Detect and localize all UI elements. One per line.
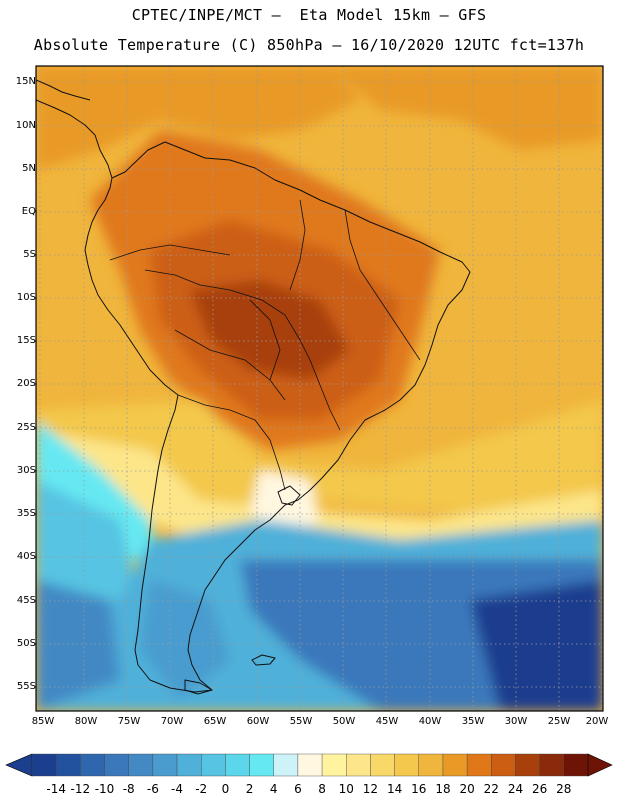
- lat-label: 15N: [15, 76, 36, 87]
- lon-label: 20W: [585, 716, 609, 727]
- falkland-islands: [251, 654, 276, 666]
- color-bar-swatch: [249, 753, 274, 777]
- color-bar-label: 4: [269, 782, 278, 796]
- color-bar-label: 6: [294, 782, 302, 796]
- lat-label: 15S: [16, 335, 36, 346]
- color-bar-label: 26: [532, 782, 548, 796]
- caribbean-coast: [36, 79, 91, 101]
- color-bar-label: 2: [245, 782, 254, 796]
- south-america-coastline: [84, 141, 471, 693]
- lon-label: 55W: [289, 716, 313, 727]
- lon-label: 65W: [203, 716, 227, 727]
- color-bar-swatch: [152, 753, 178, 777]
- color-bar-label: 24: [507, 782, 524, 796]
- color-bar-swatch: [491, 753, 516, 777]
- lat-label: 5S: [23, 249, 36, 260]
- color-bar-label: -10: [94, 782, 115, 796]
- color-bar-swatch: [201, 753, 226, 777]
- map-title-variable: Absolute Temperature (C) 850hPa – 16/10/…: [33, 36, 585, 54]
- color-scale-bar: [5, 753, 613, 777]
- lat-label: 25S: [16, 422, 36, 433]
- lon-label: 70W: [160, 716, 184, 727]
- lon-label: 80W: [74, 716, 98, 727]
- color-bar-label: 0: [221, 782, 230, 796]
- lon-label: 35W: [461, 716, 485, 727]
- tierra-del-fuego: [184, 679, 213, 695]
- lat-label: 50S: [16, 638, 36, 649]
- color-bar-label: -4: [171, 782, 184, 796]
- color-bar-label: 20: [459, 782, 475, 796]
- color-bar-swatch: [297, 753, 323, 777]
- color-bar-swatch: [80, 753, 105, 777]
- coastlines: [36, 79, 471, 695]
- color-bar-label: 18: [435, 782, 451, 796]
- color-bar-swatch: [273, 753, 299, 777]
- color-bar-swatch: [370, 753, 395, 777]
- lat-label: 55S: [16, 681, 36, 692]
- color-bar-swatch: [321, 753, 347, 777]
- lon-label: 30W: [504, 716, 528, 727]
- color-bar-label: -6: [146, 782, 159, 796]
- color-bar-swatch: [418, 753, 444, 777]
- rio-de-la-plata: [277, 485, 301, 506]
- map-frame: [35, 65, 604, 712]
- lat-label: 10N: [15, 120, 36, 131]
- color-bar-swatch: [539, 753, 565, 777]
- color-bar-label: 14: [386, 782, 403, 796]
- color-bar-label: 16: [411, 782, 427, 796]
- lon-label: 45W: [375, 716, 399, 727]
- color-bar-label: -12: [70, 782, 91, 796]
- color-bar-swatch: [346, 753, 371, 777]
- color-bar-arrow-low: [5, 753, 33, 777]
- color-bar-swatch: [128, 753, 154, 777]
- lon-label: 25W: [547, 716, 571, 727]
- color-bar-swatch: [466, 753, 492, 777]
- color-bar-swatch: [442, 753, 468, 777]
- color-bar-label: 22: [483, 782, 499, 796]
- lon-label: 60W: [246, 716, 270, 727]
- color-bar-swatch: [55, 753, 81, 777]
- lon-label: 50W: [332, 716, 356, 727]
- color-bar-label: -14: [46, 782, 66, 796]
- lat-label: 35S: [16, 508, 36, 519]
- lon-label: 40W: [418, 716, 442, 727]
- lon-label: 85W: [31, 716, 55, 727]
- color-bar-label: 10: [338, 782, 354, 796]
- lat-label: 5N: [22, 163, 36, 174]
- temperature-field: [36, 66, 603, 711]
- color-bar-swatch: [225, 753, 250, 777]
- color-bar-label: 28: [556, 782, 572, 796]
- color-bar-swatch: [563, 753, 589, 777]
- lat-label: 45S: [16, 595, 36, 606]
- lat-label: EQ: [21, 206, 36, 217]
- lon-label: 75W: [117, 716, 141, 727]
- lat-label: 20S: [16, 378, 36, 389]
- map-title-model: CPTEC/INPE/MCT – Eta Model 15km – GFS: [131, 6, 487, 24]
- color-bar-label: 12: [362, 782, 379, 796]
- central-america-coastline: [36, 99, 113, 179]
- lat-label: 10S: [16, 292, 36, 303]
- color-bar-swatch: [515, 753, 540, 777]
- color-bar-label: -2: [195, 782, 208, 796]
- color-bar-label: -8: [122, 782, 135, 796]
- lat-label: 30S: [16, 465, 36, 476]
- color-bar-swatch: [394, 753, 419, 777]
- lat-label: 40S: [16, 551, 36, 562]
- country-borders: [109, 199, 421, 491]
- color-bar-swatch: [176, 753, 202, 777]
- color-bar-swatch: [104, 753, 129, 777]
- color-bar-swatch: [31, 753, 57, 777]
- color-bar-label: 8: [318, 782, 326, 796]
- color-bar-arrow-high: [587, 753, 613, 777]
